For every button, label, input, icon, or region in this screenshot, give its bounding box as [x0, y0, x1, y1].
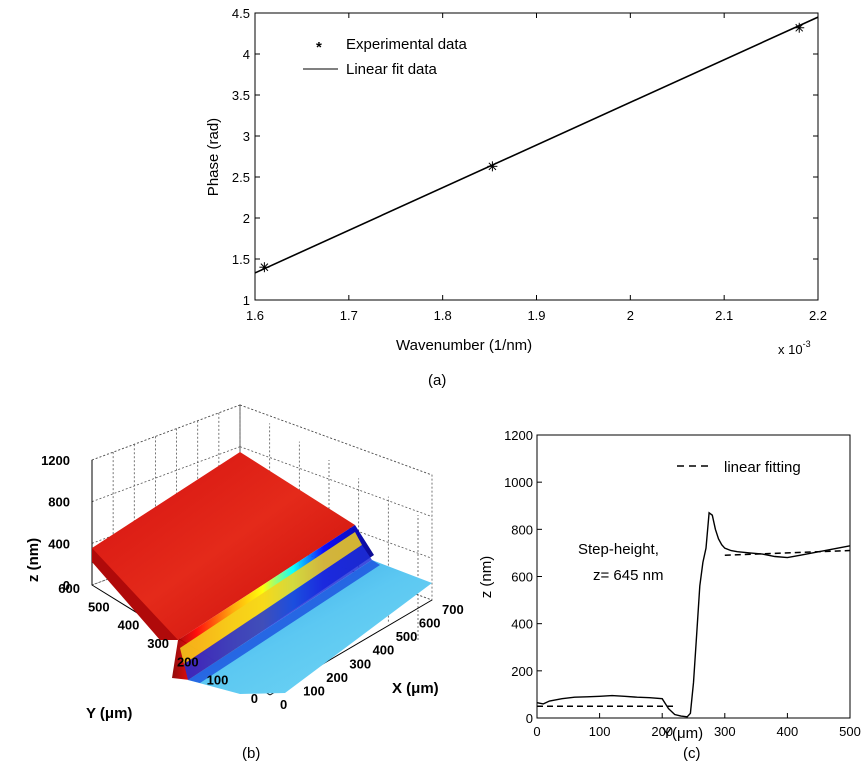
- b-y-tick-label: 500: [88, 599, 110, 614]
- a-y-tick-label: 4.5: [232, 6, 250, 21]
- b-x-tick-label: 100: [303, 683, 325, 698]
- step-height-annotation-line1: Step-height,: [578, 541, 659, 558]
- b-x-tick-label: 700: [442, 602, 464, 617]
- panel-a-x-multiplier: x 10-3: [778, 339, 811, 357]
- panel-b-ticks: 0400800120001002003004005006000100200300…: [41, 453, 464, 712]
- b-z-tick-label: 400: [48, 536, 70, 551]
- panel-a-series: [254, 16, 819, 274]
- a-y-tick-label: 4: [243, 47, 250, 62]
- panel-a-legend: * Experimental data Linear fit data: [303, 36, 468, 78]
- c-y-tick-label: 0: [526, 711, 533, 726]
- c-y-tick-label: 600: [511, 570, 533, 585]
- linear-fitting-segment: [724, 549, 851, 557]
- b-y-tick-label: 600: [58, 581, 80, 596]
- step-profile-line: [536, 511, 851, 718]
- experimental-data-point: [259, 262, 270, 273]
- panel-b-surface-plot: 0400800120001002003004005006000100200300…: [25, 404, 464, 762]
- panel-c-x-axis-label: Y(μm): [662, 725, 703, 742]
- a-y-tick-label: 3: [243, 129, 250, 144]
- panel-c-x-ticks: 0 100 200 300 400 500: [533, 713, 861, 739]
- c-x-tick-label: 500: [839, 724, 861, 739]
- panel-b-x-axis-label: X (μm): [392, 680, 439, 697]
- b-x-tick-label: 500: [396, 629, 418, 644]
- b-y-tick-label: 200: [177, 654, 199, 669]
- a-x-tick-label: 2.1: [715, 308, 733, 323]
- c-y-tick-label: 1200: [504, 428, 533, 443]
- a-y-tick-label: 3.5: [232, 88, 250, 103]
- c-x-tick-label: 400: [777, 724, 799, 739]
- panel-a-caption: (a): [428, 372, 446, 389]
- experimental-data-point: [794, 22, 805, 33]
- b-grid-line-z-left: [91, 404, 241, 461]
- panel-a-x-ticks: 1.6 1.7 1.8 1.9 2 2.1 2.2: [246, 13, 827, 323]
- b-z-tick-label: 1200: [41, 453, 70, 468]
- panel-c-legend: linear fitting: [677, 459, 801, 476]
- a-y-tick-label: 1: [243, 293, 250, 308]
- a-x-tick-label: 2.2: [809, 308, 827, 323]
- surface-low-plateau: [188, 560, 432, 694]
- panel-a-y-ticks: 1 1.5 2 2.5 3 3.5 4 4.5: [232, 6, 818, 308]
- panel-c-caption: (c): [683, 745, 701, 762]
- surface-front-edge: [92, 548, 178, 640]
- surface-high-plateau: [92, 452, 355, 640]
- linear-fit-line: [254, 16, 819, 274]
- b-grid-line-z-right: [239, 404, 433, 476]
- b-z-tick-label: 800: [48, 495, 70, 510]
- panel-c-y-axis-label: z (nm): [478, 556, 495, 599]
- b-z-tick-label: 0: [63, 578, 70, 593]
- legend-asterisk-marker: *: [316, 39, 322, 56]
- c-y-tick-label: 1000: [504, 475, 533, 490]
- panel-b-surface: [92, 452, 432, 694]
- surface-step-blue-band: [184, 545, 372, 680]
- panel-a-y-axis-label: Phase (rad): [205, 118, 222, 196]
- legend-entry-linear-fit: Linear fit data: [346, 61, 438, 78]
- surface-step-yellow-band: [180, 532, 362, 664]
- panel-a-chart: 1.6 1.7 1.8 1.9 2 2.1 2.2 1 1.5 2 2.5 3 3.5 4 4.5 Wav…: [205, 6, 827, 389]
- panel-b-z-axis-label: z (nm): [25, 538, 42, 582]
- panel-b-y-axis-label: Y (μm): [86, 705, 132, 722]
- b-x-tick-label: 400: [373, 643, 395, 658]
- b-x-tick-label: 600: [419, 616, 441, 631]
- b-x-tick-label: 200: [326, 670, 348, 685]
- c-x-tick-label: 0: [533, 724, 540, 739]
- legend-entry-linear-fitting: linear fitting: [724, 459, 801, 476]
- c-y-tick-label: 200: [511, 664, 533, 679]
- c-y-tick-label: 400: [511, 617, 533, 632]
- b-y-tick-label: 300: [147, 636, 169, 651]
- c-x-tick-label: 200: [651, 724, 673, 739]
- b-y-tick-label: 400: [118, 618, 140, 633]
- a-y-tick-label: 1.5: [232, 252, 250, 267]
- a-x-tick-label: 1.9: [527, 308, 545, 323]
- panel-b-caption: (b): [242, 745, 260, 762]
- panel-c-y-ticks: 0 200 400 600 800 1000 1200: [504, 428, 542, 726]
- a-y-tick-label: 2.5: [232, 170, 250, 185]
- a-x-tick-label: 1.6: [246, 308, 264, 323]
- c-x-tick-label: 100: [589, 724, 611, 739]
- b-x-tick-label: 0: [280, 697, 287, 712]
- legend-entry-experimental: Experimental data: [346, 36, 468, 53]
- step-height-annotation-line2: z= 645 nm: [593, 567, 663, 584]
- panel-c-chart: 0 100 200 300 400 500 0 200 400 600 800 1000 1200 l…: [478, 428, 861, 762]
- surface-dark-edge: [188, 560, 380, 683]
- c-y-tick-label: 800: [511, 522, 533, 537]
- panel-a-x-axis-label: Wavenumber (1/nm): [396, 337, 532, 354]
- a-x-tick-label: 1.8: [434, 308, 452, 323]
- b-x-tick-label: 300: [349, 656, 371, 671]
- experimental-data-point: [487, 161, 498, 172]
- b-y-tick-label: 100: [207, 673, 229, 688]
- c-x-tick-label: 300: [714, 724, 736, 739]
- a-y-tick-label: 2: [243, 211, 250, 226]
- b-y-tick-label: 0: [251, 691, 258, 706]
- a-x-tick-label: 1.7: [340, 308, 358, 323]
- a-x-tick-label: 2: [627, 308, 634, 323]
- panel-c-series: [536, 511, 851, 718]
